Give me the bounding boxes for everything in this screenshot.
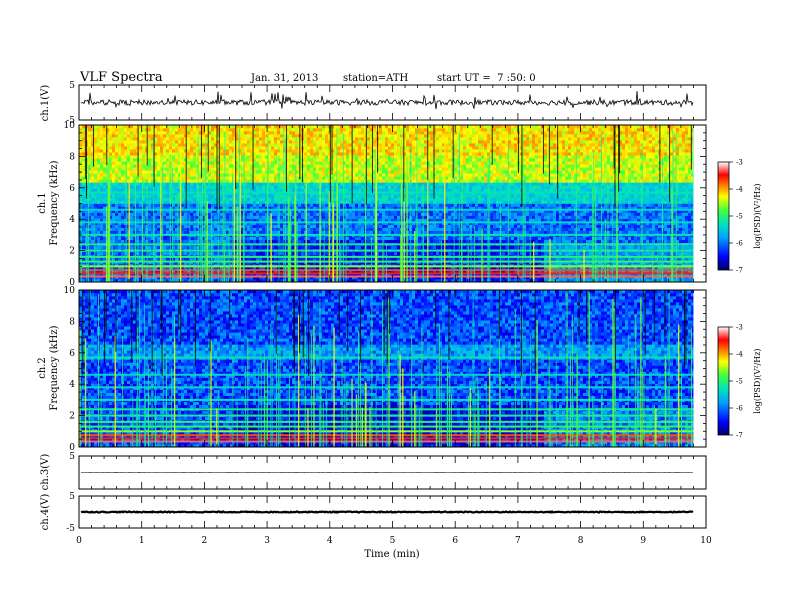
panel-ch4-waveform: 5 -5 ch.4(V) 0 1 2 3 4 5 6 7 8 9 10 Time (min) <box>40 492 712 560</box>
ch1-spectrogram-channel: ch.1 <box>37 192 48 214</box>
ch2-colorbar-tick-1: -4 <box>736 351 743 359</box>
ch1-freq-tick-3: 6 <box>69 184 75 194</box>
ch4-waveform-line <box>81 512 693 513</box>
time-tick-6: 6 <box>452 536 458 546</box>
ch4-ytick-1: -5 <box>66 524 75 534</box>
ch1-colorbar-ticks: -3 -4 -5 -6 -7 <box>729 159 743 275</box>
ch1-colorbar <box>718 162 729 270</box>
panel-ch1-waveform: 5-5 ch.1(V) <box>40 81 706 126</box>
ch2-spectrogram-image <box>79 290 706 447</box>
ch2-freq-tick-5: 10 <box>64 286 76 296</box>
ch2-colorbar-label: log(PSD)(V²/Hz) <box>753 348 762 413</box>
ch2-freq-tick-2: 4 <box>69 380 75 390</box>
ch2-colorbar-ticks: -3 -4 -5 -6 -7 <box>729 324 743 440</box>
ch4-ylabel: ch.4(V) <box>40 494 51 531</box>
ch1-freq-tick-1: 2 <box>69 247 75 257</box>
time-tick-9: 9 <box>640 536 646 546</box>
ch1-spectrogram-image <box>79 125 706 282</box>
ch2-freq-tick-4: 8 <box>69 317 75 327</box>
ch1-frequency-label: Frequency (kHz) <box>49 160 60 245</box>
time-tick-8: 8 <box>578 536 584 546</box>
ch2-colorbar <box>718 327 729 435</box>
ch1-colorbar-tick-4: -7 <box>736 267 743 275</box>
ch1-colorbar-tick-0: -3 <box>736 159 743 167</box>
time-axis-label: Time (min) <box>364 549 419 560</box>
ch3-ylabel: ch.3(V) <box>40 454 51 491</box>
ch1-colorbar-tick-1: -4 <box>736 186 743 194</box>
time-tick-3: 3 <box>264 536 270 546</box>
ch3-ytick-0: 5 <box>69 452 75 462</box>
ch2-colorbar-tick-3: -6 <box>736 405 743 413</box>
time-tick-1: 1 <box>139 536 145 546</box>
time-tick-0: 0 <box>76 536 82 546</box>
time-tick-7: 7 <box>515 536 521 546</box>
ch4-ytick-0: 5 <box>69 492 75 502</box>
ch1-colorbar-tick-3: -6 <box>736 240 743 248</box>
ch1-freq-tick-5: 10 <box>64 121 76 131</box>
ch2-frequency-label: Frequency (kHz) <box>49 325 60 410</box>
ch2-colorbar-tick-4: -7 <box>736 432 743 440</box>
ch2-freq-tick-3: 6 <box>69 349 75 359</box>
ch1-freq-tick-2: 4 <box>69 215 75 225</box>
ch2-spectrogram-channel: ch.2 <box>37 357 48 379</box>
ch1-colorbar-tick-2: -5 <box>736 213 743 221</box>
ch1-ylabel: ch.1(V) <box>40 85 51 122</box>
time-tick-4: 4 <box>327 536 333 546</box>
panel-ch3-waveform: 5 ch.3(V) <box>40 452 706 490</box>
ch2-colorbar-tick-2: -5 <box>736 378 743 386</box>
ch1-freq-tick-4: 8 <box>69 152 75 162</box>
ch1-ytick-0: 5 <box>69 81 75 91</box>
ch1-colorbar-label: log(PSD)(V²/Hz) <box>753 183 762 248</box>
time-tick-2: 2 <box>202 536 208 546</box>
time-tick-5: 5 <box>390 536 396 546</box>
ch2-colorbar-tick-0: -3 <box>736 324 743 332</box>
time-tick-10: 10 <box>700 536 712 546</box>
ch2-freq-tick-1: 2 <box>69 412 75 422</box>
time-axis-ticks: 0 1 2 3 4 5 6 7 8 9 10 <box>76 536 712 546</box>
